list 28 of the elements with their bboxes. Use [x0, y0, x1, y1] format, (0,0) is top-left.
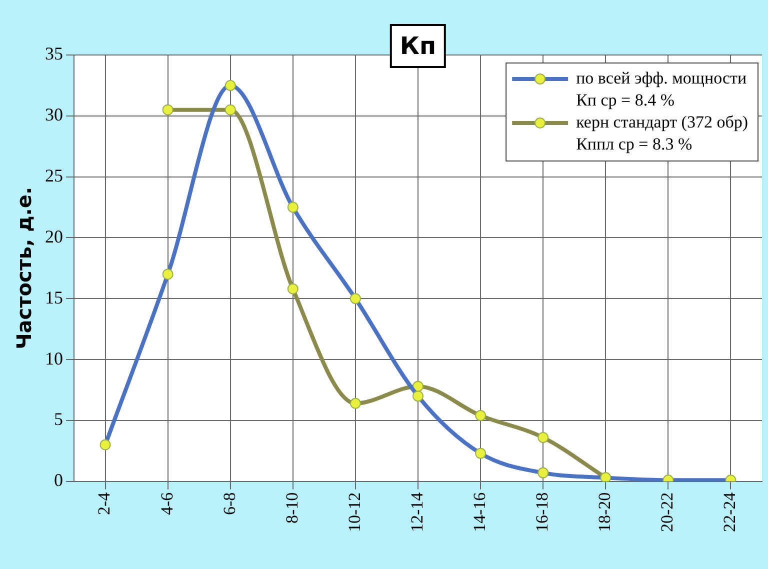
point: [475, 410, 486, 422]
point: [224, 104, 236, 116]
y-tick-label: 35: [45, 44, 63, 64]
x-tick-label: 6-8: [220, 492, 239, 516]
y-tick-label: 10: [45, 348, 63, 368]
x-tick-label: 22-24: [720, 492, 740, 532]
y-tick-label: 20: [45, 226, 63, 246]
x-tick-label: 4-6: [157, 492, 176, 516]
chart-title: Кп: [390, 24, 446, 68]
y-tick-label: 0: [54, 470, 63, 490]
x-tick-label: 18-20: [595, 492, 614, 532]
point: [538, 432, 549, 443]
x-tick-label: 10-12: [344, 492, 364, 532]
x-tick-label: 20-22: [658, 492, 677, 532]
x-tick-label: 8-10: [282, 492, 302, 524]
point: [350, 398, 361, 409]
point: [287, 283, 298, 294]
x-tick-label: 16-18: [532, 492, 552, 532]
legend-label: керн стандарт (372 обр) Кппл ср = 8.3 %: [576, 112, 748, 154]
y-tick-label: 25: [45, 166, 63, 186]
x-tick-label: 12-14: [407, 492, 426, 532]
y-tick-label: 15: [45, 287, 63, 308]
y-axis-title: Частость, д.е.: [12, 186, 36, 350]
x-tick-label: 14-16: [470, 492, 490, 532]
y-tick-label: 30: [45, 104, 63, 125]
y-tick-label: 5: [54, 409, 63, 430]
x-tick-label: 2-4: [94, 492, 114, 516]
point: [162, 104, 174, 116]
